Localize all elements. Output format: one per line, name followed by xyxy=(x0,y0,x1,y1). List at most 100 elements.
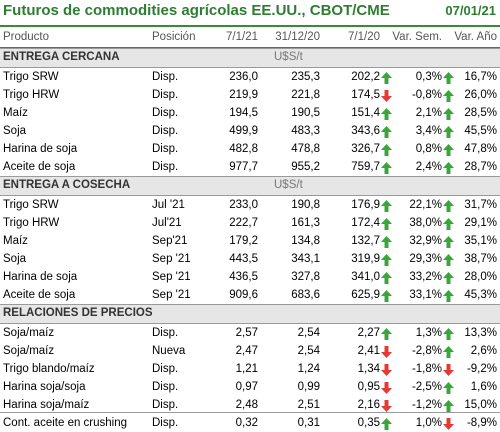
value-date3-cell: 174,5 xyxy=(351,89,380,101)
column-headers: Producto Posición 7/1/21 31/12/20 7/1/20… xyxy=(0,27,500,49)
value-date2-cell: 0,99 xyxy=(297,381,320,393)
arrow-up-icon xyxy=(381,144,392,156)
value-date3-cell: 625,9 xyxy=(351,289,380,301)
var-ano-cell: -9,2% xyxy=(466,363,497,375)
arrow-up-icon xyxy=(443,236,454,248)
var-sem-cell: 33,2% xyxy=(409,271,442,283)
value-date3-cell: 202,2 xyxy=(351,71,380,83)
value-date3-cell: 2,41 xyxy=(357,345,380,357)
value-date1-cell: 179,2 xyxy=(229,235,258,247)
product-cell: Soja xyxy=(3,253,27,265)
value-date3-cell: 2,27 xyxy=(357,327,380,339)
arrow-down-icon xyxy=(381,346,392,358)
table-row: Trigo blando/maíz Disp. 1,21 1,24 1,34 -1,8% -… xyxy=(0,360,500,378)
var-ano-cell: 1,6% xyxy=(470,381,497,393)
var-ano-cell: 13,3% xyxy=(464,327,497,339)
value-date2-cell: 2,54 xyxy=(297,345,320,357)
value-date2-cell: 235,3 xyxy=(291,71,320,83)
var-sem-cell: -1,2% xyxy=(411,399,442,411)
product-cell: Soja xyxy=(3,125,27,137)
product-cell: Trigo HRW xyxy=(3,217,60,229)
var-ano-cell: 29,1% xyxy=(464,217,497,229)
value-date1-cell: 443,5 xyxy=(229,253,258,265)
value-date1-cell: 233,0 xyxy=(229,199,258,211)
var-ano-cell: 31,7% xyxy=(464,199,497,211)
value-date1-cell: 194,5 xyxy=(229,107,258,119)
arrow-up-icon xyxy=(443,200,454,212)
arrow-up-icon xyxy=(443,382,454,394)
var-sem-cell: -2,8% xyxy=(411,345,442,357)
value-date1-cell: 0,32 xyxy=(235,417,258,429)
product-cell: Trigo SRW xyxy=(3,71,59,83)
value-date2-cell: 683,6 xyxy=(291,289,320,301)
table-row: Harina soja/maíz Disp. 2,48 2,51 2,16 -1,2% 15… xyxy=(0,396,500,414)
var-ano-cell: 45,5% xyxy=(464,125,497,137)
value-date2-cell: 2,54 xyxy=(297,327,320,339)
arrow-up-icon xyxy=(443,72,454,84)
value-date2-cell: 190,5 xyxy=(291,107,320,119)
value-date1-cell: 499,9 xyxy=(229,125,258,137)
col-var-ano: Var. Año xyxy=(454,31,497,43)
section-unit: U$S/t xyxy=(274,179,303,191)
value-date1-cell: 219,9 xyxy=(229,89,258,101)
table-row: Harina de soja Disp. 482,8 478,8 326,7 0,8% 47… xyxy=(0,140,500,158)
var-ano-cell: 28,0% xyxy=(464,271,497,283)
value-date2-cell: 1,24 xyxy=(297,363,320,375)
arrow-up-icon xyxy=(381,218,392,230)
value-date1-cell: 222,7 xyxy=(229,217,258,229)
arrow-up-icon xyxy=(381,108,392,120)
product-cell: Trigo blando/maíz xyxy=(3,363,95,375)
table-row: Soja/maíz Nueva 2,47 2,54 2,41 -2,8% 2,6% xyxy=(0,342,500,360)
table-row: Harina de soja Sep '21 436,5 327,8 341,0 33,2… xyxy=(0,268,500,286)
value-date1-cell: 236,0 xyxy=(229,71,258,83)
value-date1-cell: 0,97 xyxy=(235,381,258,393)
position-cell: Disp. xyxy=(152,363,179,375)
arrow-up-icon xyxy=(443,90,454,102)
table-bottom-border xyxy=(0,412,500,413)
value-date2-cell: 190,8 xyxy=(291,199,320,211)
section-header: RELACIONES DE PRECIOS xyxy=(0,304,500,324)
product-cell: Harina soja/maíz xyxy=(3,399,90,411)
col-date2: 31/12/20 xyxy=(275,31,320,43)
product-cell: Trigo SRW xyxy=(3,199,59,211)
arrow-down-icon xyxy=(381,382,392,394)
col-var-sem: Var. Sem. xyxy=(392,31,442,43)
product-cell: Harina de soja xyxy=(3,143,78,155)
position-cell: Sep '21 xyxy=(152,271,191,283)
product-cell: Harina soja/soja xyxy=(3,381,86,393)
position-cell: Disp. xyxy=(152,417,179,429)
arrow-up-icon xyxy=(443,290,454,302)
position-cell: Disp. xyxy=(152,89,179,101)
value-date1-cell: 1,21 xyxy=(235,363,258,375)
var-ano-cell: 38,7% xyxy=(464,253,497,265)
arrow-up-icon xyxy=(443,254,454,266)
col-posicion: Posición xyxy=(152,31,196,43)
col-producto: Producto xyxy=(3,31,50,43)
header-divider xyxy=(0,25,500,27)
var-ano-cell: 45,3% xyxy=(464,289,497,301)
value-date3-cell: 151,4 xyxy=(351,107,380,119)
var-sem-cell: 29,3% xyxy=(409,253,442,265)
value-date2-cell: 955,2 xyxy=(291,161,320,173)
section-title: RELACIONES DE PRECIOS xyxy=(3,307,153,319)
var-sem-cell: 2,4% xyxy=(415,161,442,173)
table-row: Soja Disp. 499,9 483,3 343,6 3,4% 45,5% xyxy=(0,122,500,140)
arrow-up-icon xyxy=(381,418,392,430)
value-date3-cell: 2,16 xyxy=(357,399,380,411)
position-cell: Disp. xyxy=(152,143,179,155)
value-date2-cell: 161,3 xyxy=(291,217,320,229)
arrow-up-icon xyxy=(381,126,392,138)
table-row: Maíz Sep'21 179,2 134,8 132,7 32,9% 35,1% xyxy=(0,232,500,250)
product-cell: Maíz xyxy=(3,235,28,247)
var-sem-cell: -2,5% xyxy=(411,381,442,393)
value-date1-cell: 482,8 xyxy=(229,143,258,155)
value-date3-cell: 1,34 xyxy=(357,363,380,375)
position-cell: Disp. xyxy=(152,71,179,83)
table-row: Trigo HRW Jul'21 222,7 161,3 172,4 38,0% 29,1% xyxy=(0,214,500,232)
value-date2-cell: 478,8 xyxy=(291,143,320,155)
section-title: ENTREGA A COSECHA xyxy=(3,179,131,191)
arrow-up-icon xyxy=(381,272,392,284)
arrow-up-icon xyxy=(443,328,454,340)
table-row: Cont. aceite en crushing Disp. 0,32 0,31 0,3… xyxy=(0,414,500,432)
